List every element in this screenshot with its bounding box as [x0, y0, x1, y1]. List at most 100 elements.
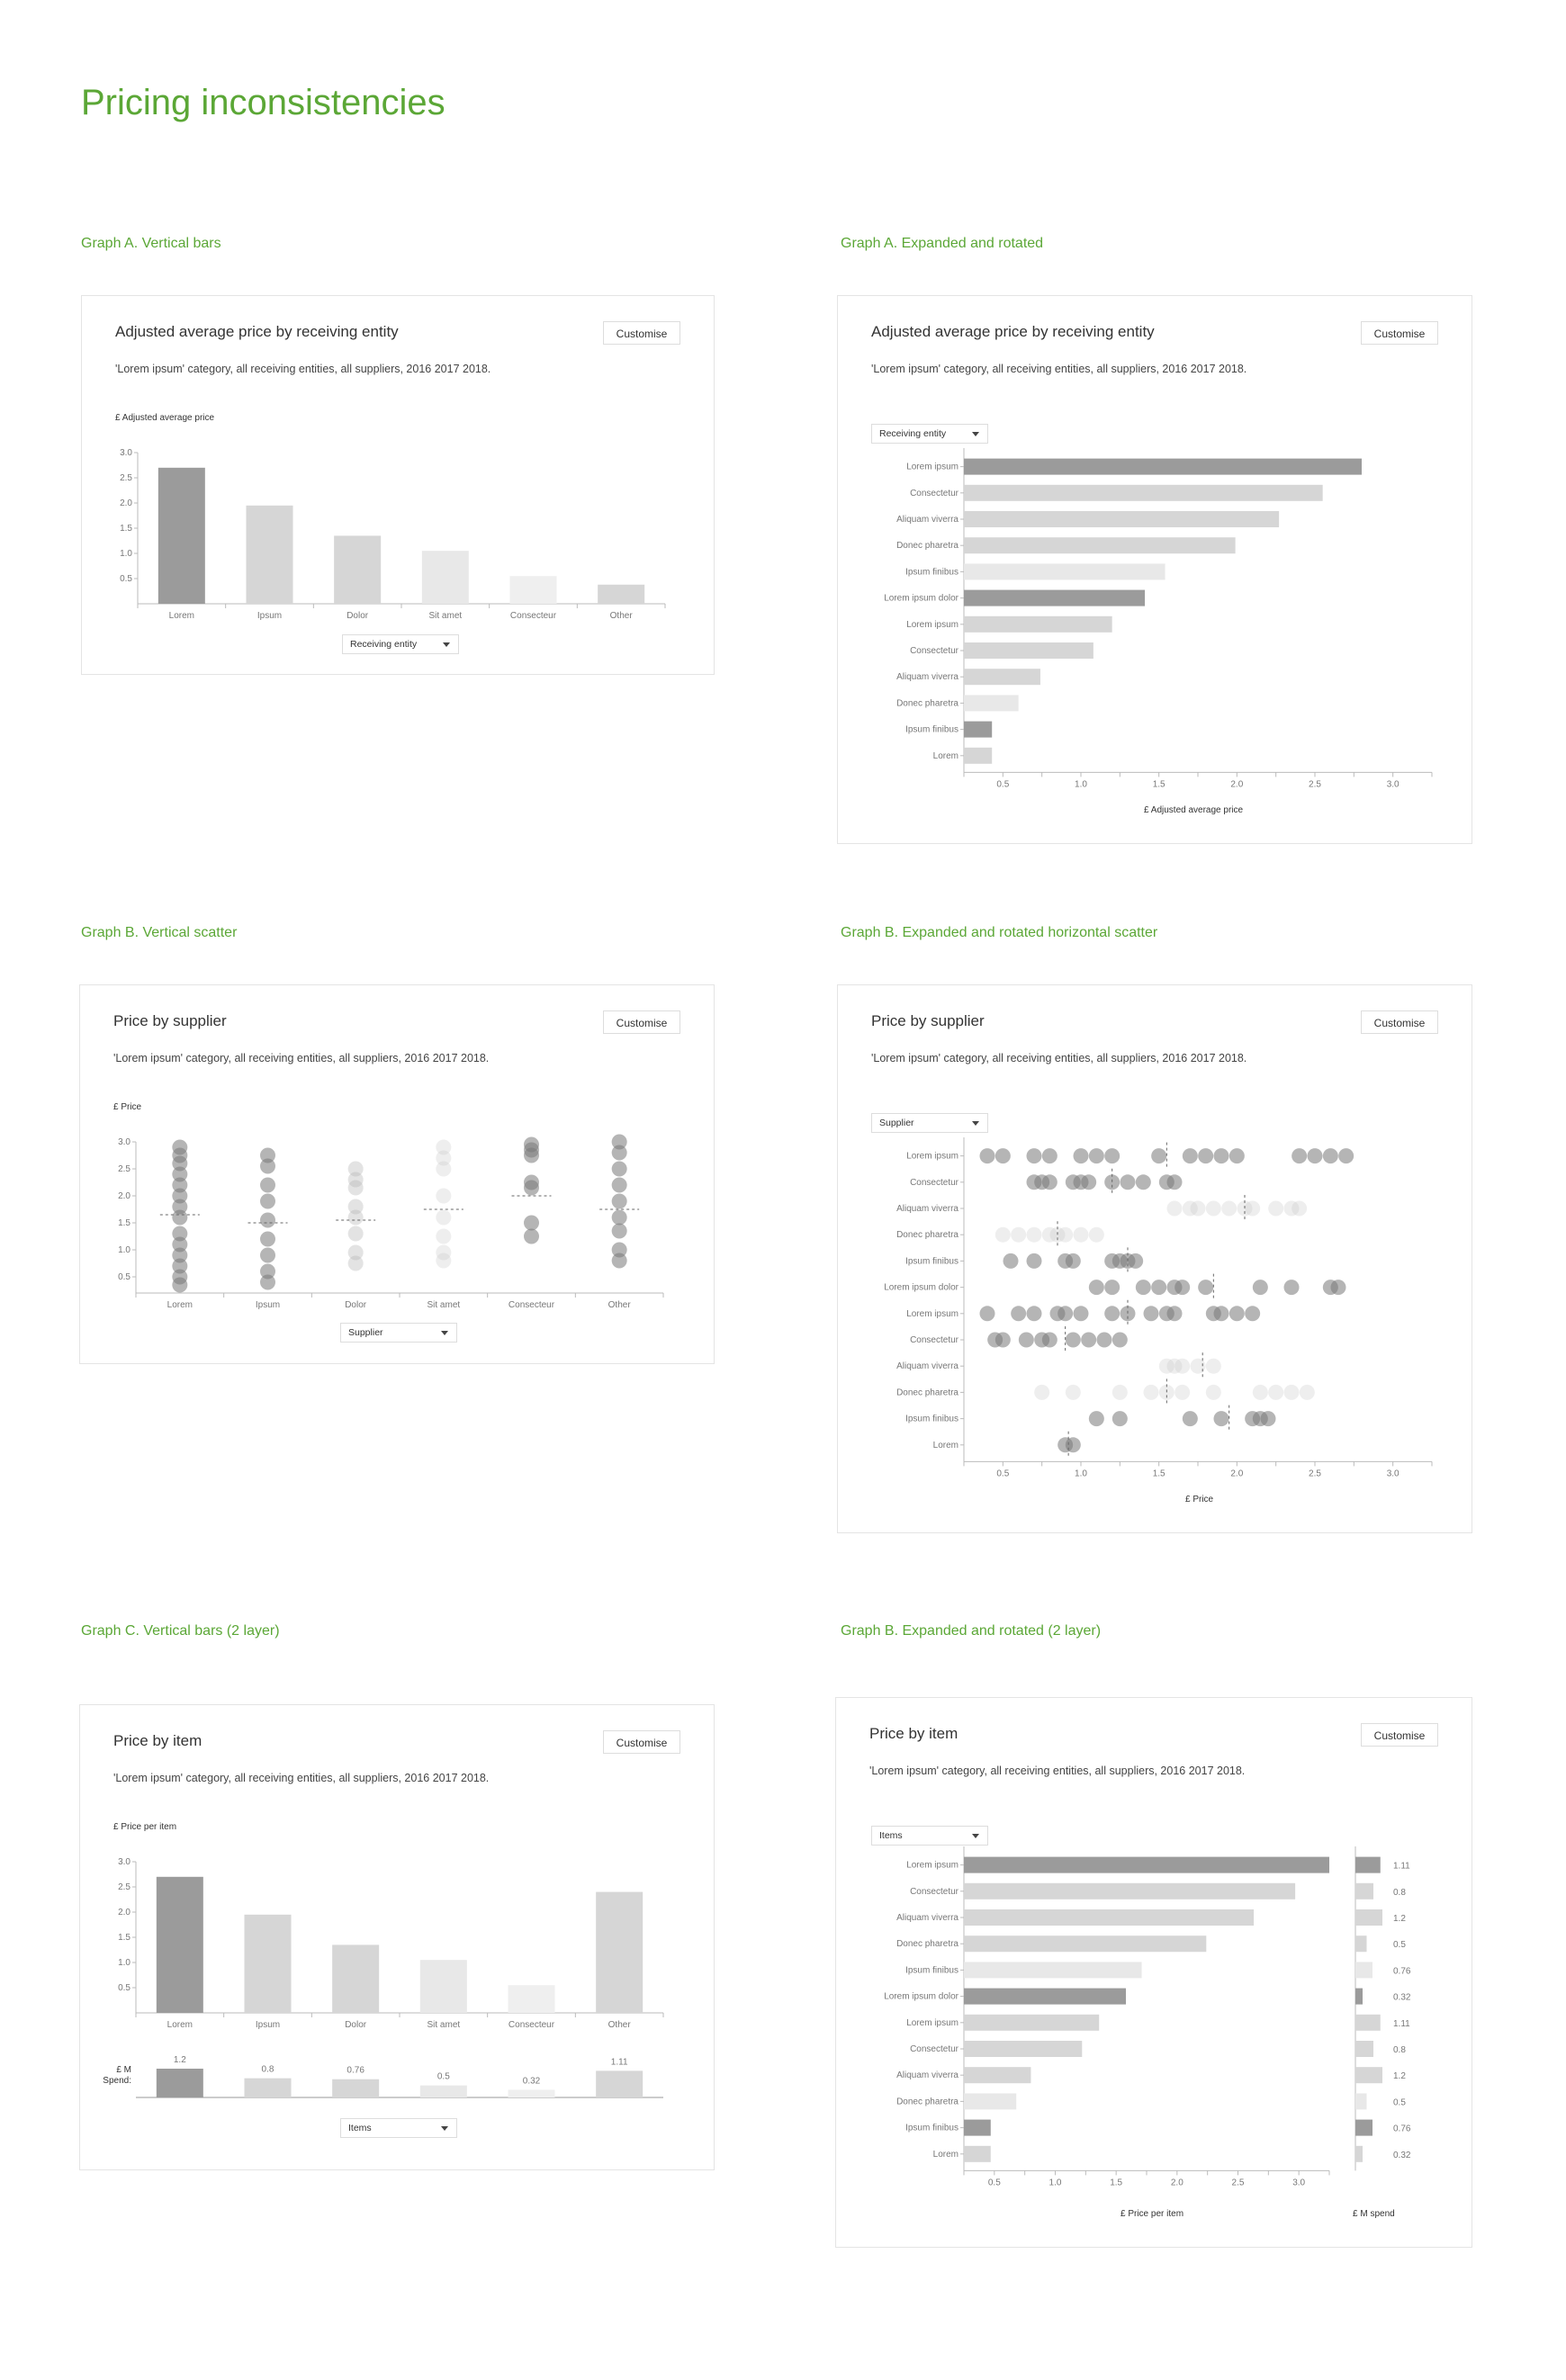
- x-tick-label: 1.5: [1153, 1468, 1166, 1478]
- scatter-point: [172, 1209, 188, 1226]
- scatter-point: [1081, 1174, 1097, 1190]
- spend-value-label: 0.76: [346, 2066, 364, 2076]
- x-tick-label: Sit amet: [428, 611, 462, 621]
- bar: [964, 747, 993, 764]
- bar: [419, 1960, 467, 2013]
- supplier-dropdown[interactable]: Supplier: [340, 1323, 457, 1343]
- scatter-point: [172, 1188, 188, 1204]
- scatter-point: [611, 1209, 627, 1226]
- card-title: Price by item: [869, 1725, 958, 1742]
- spend-bar: [156, 2069, 203, 2097]
- scatter-point: [1205, 1384, 1221, 1400]
- spend-label-line1: £ M: [116, 2065, 131, 2075]
- scatter-point: [1283, 1280, 1300, 1296]
- bar: [964, 1882, 1296, 1900]
- y-tick-label: Donec pharetra: [896, 2097, 958, 2106]
- scatter-point: [1292, 1200, 1308, 1217]
- scatter-point: [172, 1226, 188, 1242]
- bar: [332, 1944, 380, 2013]
- scatter-point: [1096, 1332, 1112, 1348]
- spend-bar: [508, 2089, 555, 2097]
- scatter-point: [172, 1277, 188, 1293]
- y-tick-label: 2.5: [120, 473, 132, 483]
- y-tick-label: 1.5: [118, 1218, 130, 1228]
- scatter-point: [994, 1226, 1011, 1243]
- scatter-point: [611, 1193, 627, 1209]
- scatter-point: [1205, 1358, 1221, 1374]
- y-tick-label: 1.0: [118, 1958, 130, 1968]
- y-tick-label: Donec pharetra: [896, 1388, 958, 1397]
- scatter-point: [1135, 1280, 1151, 1296]
- spend-value-label: 1.2: [1393, 2071, 1406, 2081]
- scatter-point: [260, 1177, 275, 1193]
- y-tick-label: Lorem ipsum: [906, 1861, 958, 1871]
- bar: [964, 642, 1094, 659]
- card-title: Price by item: [113, 1732, 202, 1749]
- x-tick-label: 3.0: [1387, 779, 1400, 789]
- scatter-point: [1338, 1148, 1354, 1164]
- customise-button[interactable]: Customise: [1361, 321, 1438, 345]
- spend-bar: [1355, 1962, 1372, 1979]
- spend-bar: [1355, 2119, 1372, 2136]
- items-dropdown[interactable]: Items: [871, 1826, 988, 1846]
- bar: [156, 1876, 203, 2013]
- scatter-point: [1307, 1148, 1323, 1164]
- y-tick-label: Aliquam viverra: [896, 515, 958, 525]
- scatter-point: [979, 1306, 995, 1322]
- scatter-point: [347, 1161, 364, 1177]
- y-tick-label: 2.5: [118, 1882, 130, 1892]
- x-tick-label: Dolor: [346, 611, 369, 621]
- caret-down-icon: [972, 1834, 979, 1838]
- scatter-point: [436, 1139, 452, 1155]
- chart-b-rotated: 0.5 1.0 1.5 2.0 2.5 3.0 Lorem ipsum Consectetur…: [884, 1137, 1433, 1478]
- customise-button[interactable]: Customise: [603, 321, 680, 345]
- bar: [964, 2119, 991, 2136]
- x-axis-label: £ Price per item: [1120, 2209, 1184, 2219]
- scatter-point: [994, 1332, 1011, 1348]
- scatter-point: [347, 1226, 364, 1242]
- section-label-a-rotated: Graph A. Expanded and rotated: [841, 236, 1044, 251]
- scatter-point: [436, 1161, 452, 1177]
- scatter-point: [611, 1242, 627, 1258]
- customise-button[interactable]: Customise: [603, 1730, 680, 1754]
- customise-button[interactable]: Customise: [1361, 1010, 1438, 1034]
- x-tick-label: Lorem: [167, 2020, 193, 2030]
- x-tick-label: Other: [608, 2020, 632, 2030]
- x-tick-label: 2.0: [1230, 779, 1243, 789]
- spend-bar: [1355, 2067, 1382, 2084]
- scatter-point: [436, 1150, 452, 1166]
- chart-b-vertical: 0.5 1.0 1.5 2.0 2.5 3.0 Lorem Ipsum Dolor Sit ame…: [118, 1134, 664, 1310]
- x-tick-label: 0.5: [988, 2178, 1001, 2187]
- x-tick-label: 0.5: [996, 1468, 1009, 1478]
- customise-button[interactable]: Customise: [603, 1010, 680, 1034]
- x-tick-label: 1.0: [1075, 779, 1087, 789]
- dropdown-label: Supplier: [348, 1327, 383, 1338]
- scatter-point: [1003, 1253, 1019, 1269]
- spend-value-label: 1.11: [1393, 1862, 1410, 1872]
- card-a-rotated: Adjusted average price by receiving enti…: [837, 295, 1472, 844]
- scatter-point: [260, 1274, 275, 1290]
- chart-c-vertical: 0.5 1.0 1.5 2.0 2.5 3.0 Lorem Ipsum Dolor Sit ame…: [118, 1857, 664, 2098]
- section-label-b-vertical: Graph B. Vertical scatter: [81, 925, 238, 940]
- items-dropdown[interactable]: Items: [340, 2118, 457, 2138]
- x-axis-label: £ Price: [1185, 1495, 1214, 1504]
- customise-button[interactable]: Customise: [1361, 1723, 1438, 1747]
- scatter-point: [1158, 1384, 1174, 1400]
- receiving-entity-dropdown[interactable]: Receiving entity: [342, 634, 459, 654]
- bar: [964, 1935, 1207, 1953]
- scatter-point: [1213, 1411, 1229, 1427]
- bar: [964, 695, 1019, 712]
- supplier-dropdown[interactable]: Supplier: [871, 1113, 988, 1133]
- card-a-vertical: Adjusted average price by receiving enti…: [81, 295, 715, 675]
- scatter-point: [1283, 1384, 1300, 1400]
- scatter-point: [524, 1215, 539, 1231]
- scatter-point: [172, 1177, 188, 1193]
- bar: [964, 589, 1146, 606]
- spend-bar: [1355, 2014, 1381, 2031]
- scatter-point: [1268, 1200, 1284, 1217]
- scatter-point: [1182, 1200, 1198, 1217]
- spend-value-label: 0.8: [1393, 1888, 1406, 1898]
- scatter-point: [1292, 1148, 1308, 1164]
- receiving-entity-dropdown[interactable]: Receiving entity: [871, 424, 988, 444]
- spend-value-label: 1.2: [1393, 1914, 1406, 1924]
